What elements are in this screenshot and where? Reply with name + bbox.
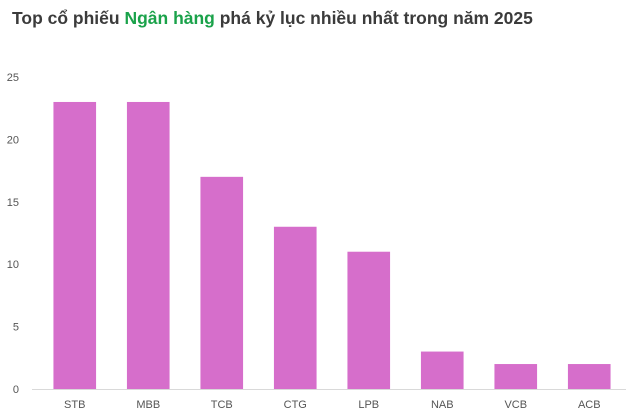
x-tick-label: MBB [136, 399, 160, 411]
chart-title-prefix: Top cổ phiếu [12, 8, 125, 28]
y-tick-label: 10 [7, 259, 19, 271]
x-tick-label: VCB [504, 399, 527, 411]
x-tick-label: CTG [284, 399, 307, 411]
y-tick-label: 0 [13, 384, 19, 396]
y-tick-label: 5 [13, 322, 19, 334]
chart-title-suffix: phá kỷ lục nhiều nhất trong năm 2025 [214, 8, 533, 28]
x-tick-label: NAB [431, 399, 454, 411]
bar-stb [53, 101, 97, 390]
y-axis: 0 5 10 15 20 25 [7, 72, 19, 396]
chart-title-highlight: Ngân hàng [124, 8, 215, 28]
bar-tcb [200, 176, 244, 389]
x-tick-label: LPB [358, 399, 379, 411]
bar-lpb [347, 251, 391, 389]
x-axis: STB MBB TCB CTG LPB NAB VCB ACB [64, 399, 601, 411]
x-tick-label: ACB [578, 399, 601, 411]
x-tick-label: TCB [211, 399, 233, 411]
y-tick-label: 20 [7, 134, 19, 146]
y-tick-label: 15 [7, 197, 19, 209]
bar-ctg [273, 226, 317, 389]
chart-title: Top cổ phiếu Ngân hàng phá kỷ lục nhiều … [12, 8, 533, 29]
bar-mbb [126, 101, 170, 390]
x-tick-label: STB [64, 399, 85, 411]
y-tick-label: 25 [7, 72, 19, 84]
bar-vcb [494, 364, 538, 389]
bar-nab [420, 351, 464, 389]
bar-acb [567, 364, 611, 389]
bars [53, 101, 611, 390]
